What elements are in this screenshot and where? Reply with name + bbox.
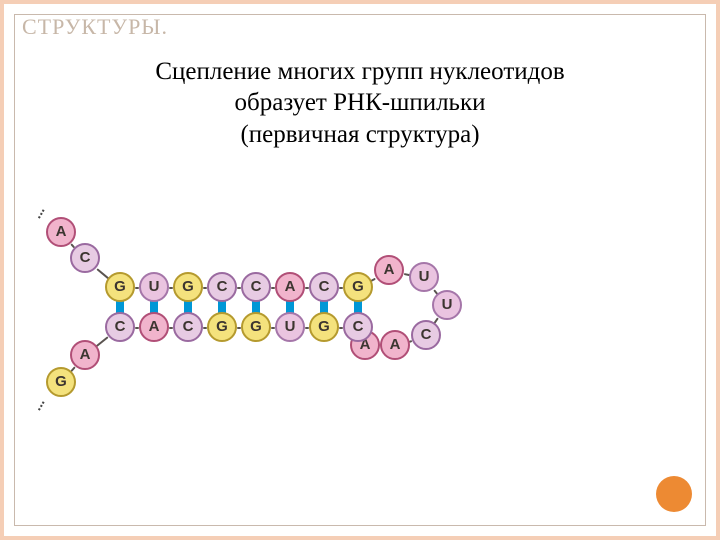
stem-bot-nuc-2: C: [173, 312, 203, 342]
stem-bot-nuc-1: A: [139, 312, 169, 342]
stem-bot-nuc-0: C: [105, 312, 135, 342]
loop-nuc-4: A: [380, 330, 410, 360]
stem-bot-nuc-5: U: [275, 312, 305, 342]
stem-bot-nuc-7: C: [343, 312, 373, 342]
loop-nuc-3: C: [411, 320, 441, 350]
stem-bot-nuc-4: G: [241, 312, 271, 342]
stem-top-nuc-3: C: [207, 272, 237, 302]
tail3-nuc-0: A: [70, 340, 100, 370]
tail5-nuc-1: C: [70, 243, 100, 273]
stem-bot-nuc-6: G: [309, 312, 339, 342]
stem-top-nuc-7: G: [343, 272, 373, 302]
stem-bot-nuc-3: G: [207, 312, 237, 342]
stem-top-nuc-1: U: [139, 272, 169, 302]
body-line-3: (первичная структура): [0, 119, 720, 150]
tail3-nuc-1: G: [46, 367, 76, 397]
loop-nuc-1: U: [409, 262, 439, 292]
body-text: Сцепление многих групп нуклеотидов образ…: [0, 56, 720, 150]
slide-title: СТРУКТУРЫ.: [22, 14, 168, 40]
stem-top-nuc-0: G: [105, 272, 135, 302]
stem-top-nuc-4: C: [241, 272, 271, 302]
body-line-2: образует РНК-шпильки: [0, 87, 720, 118]
loop-nuc-2: U: [432, 290, 462, 320]
tail5-nuc-0: A: [46, 217, 76, 247]
body-line-1: Сцепление многих групп нуклеотидов: [0, 56, 720, 87]
stem-top-nuc-2: G: [173, 272, 203, 302]
loop-nuc-0: A: [374, 255, 404, 285]
stem-top-nuc-5: A: [275, 272, 305, 302]
accent-dot: [656, 476, 692, 512]
stem-top-nuc-6: C: [309, 272, 339, 302]
